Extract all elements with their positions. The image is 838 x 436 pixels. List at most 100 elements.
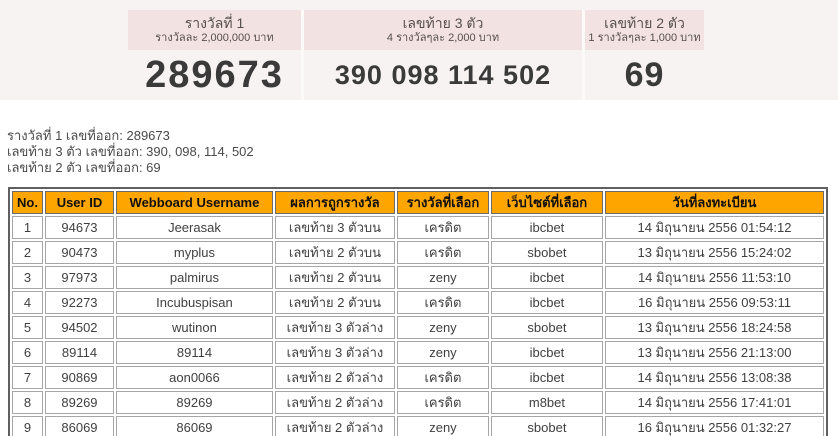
table-cell: 89269 [44,391,114,414]
table-cell: 90869 [44,366,114,389]
table-cell: เลขท้าย 2 ตัวล่าง [274,416,395,436]
column-header-website-chosen: เว็บไซต์ที่เลือก [490,191,603,214]
table-cell: ibcbet [490,216,603,239]
prize-title: เลขท้าย 2 ตัว [604,15,685,31]
table-row: 8 89269 89269 เลขท้าย 2 ตัวล่าง เครดิต m8bet 1… [12,391,824,414]
prize-amount: 1 รางวัลๆละ 1,000 บาท [588,32,701,44]
prize-amount: รางวัลละ 2,000,000 บาท [155,32,274,44]
table-row: 3 97973 palmirus เลขท้าย 2 ตัวบน zeny ibcbet 1… [12,266,824,289]
prize-number-two-digit: 69 [624,55,665,94]
table-cell: 89269 [115,391,273,414]
table-cell: 13 มิถุนายน 2556 15:24:02 [604,241,824,264]
table-cell: 89114 [44,341,114,364]
table-cell: Jeerasak [115,216,273,239]
table-cell: 89114 [115,341,273,364]
table-cell: 9 [12,416,43,436]
table-cell: 8 [12,391,43,414]
table-cell: ibcbet [490,266,603,289]
table-cell: 4 [12,291,43,314]
table-cell: 14 มิถุนายน 2556 17:41:01 [604,391,824,414]
table-cell: 92273 [44,291,114,314]
drawn-numbers-summary: รางวัลที่ 1 เลขที่ออก: 289673 เลขท้าย 3 … [7,128,838,176]
prize-number-three-digit: 390 098 114 502 [334,59,552,90]
table-cell: 5 [12,316,43,339]
drawn-number-line-two-digit: เลขท้าย 2 ตัว เลขที่ออก: 69 [7,160,161,175]
table-cell: myplus [115,241,273,264]
table-cell: 86069 [44,416,114,436]
column-header-webboard-username: Webboard Username [115,191,273,214]
table-cell: เลขท้าย 2 ตัวบน [274,241,395,264]
table-cell: 86069 [115,416,273,436]
table-cell: 16 มิถุนายน 2556 01:32:27 [604,416,824,436]
prize-summary-band: รางวัลที่ 1 รางวัลละ 2,000,000 บาท 28967… [0,0,838,100]
prize-number-first: 289673 [145,53,284,96]
table-cell: ibcbet [490,366,603,389]
table-cell: 1 [12,216,43,239]
table-cell: เครดิต [396,216,489,239]
table-cell: 94673 [44,216,114,239]
table-cell: 6 [12,341,43,364]
prize-box-three-digit: เลขท้าย 3 ตัว 4 รางวัลๆละ 2,000 บาท [304,10,582,50]
prize-column-two-digit: เลขท้าย 2 ตัว 1 รางวัลๆละ 1,000 บาท 69 [582,10,704,100]
column-header-prize-chosen: รางวัลที่เลือก [396,191,489,214]
table-cell: 7 [12,366,43,389]
prize-title: เลขท้าย 3 ตัว [402,15,484,31]
table-cell: zeny [396,316,489,339]
prize-box-two-digit: เลขท้าย 2 ตัว 1 รางวัลๆละ 1,000 บาท [585,10,704,50]
table-cell: 14 มิถุนายน 2556 01:54:12 [604,216,824,239]
prize-title: รางวัลที่ 1 [184,15,245,31]
column-header-prize-result: ผลการถูกรางวัล [274,191,395,214]
prize-amount: 4 รางวัลๆละ 2,000 บาท [386,32,500,44]
table-cell: zeny [396,416,489,436]
table-cell: เลขท้าย 2 ตัวบน [274,266,395,289]
table-cell: เลขท้าย 2 ตัวบน [274,291,395,314]
table-cell: 97973 [44,266,114,289]
table-cell: เครดิต [396,366,489,389]
table-cell: เครดิต [396,391,489,414]
prize-columns: รางวัลที่ 1 รางวัลละ 2,000,000 บาท 28967… [128,10,704,100]
table-row: 1 94673 Jeerasak เลขท้าย 3 ตัวบน เครดิต ibcbe… [12,216,824,239]
column-header-registration-date: วันที่ลงทะเบียน [604,191,824,214]
table-cell: 94502 [44,316,114,339]
table-cell: เครดิต [396,241,489,264]
drawn-number-line-first-prize: รางวัลที่ 1 เลขที่ออก: 289673 [7,128,170,143]
table-cell: zeny [396,341,489,364]
table-cell: 2 [12,241,43,264]
table-cell: เลขท้าย 3 ตัวบน [274,216,395,239]
table-cell: เลขท้าย 3 ตัวล่าง [274,341,395,364]
results-table-body: 1 94673 Jeerasak เลขท้าย 3 ตัวบน เครดิต ibcbe… [12,216,824,436]
table-row: 5 94502 wutinon เลขท้าย 3 ตัวล่าง zeny sbobet… [12,316,824,339]
column-header-no: No. [12,191,43,214]
results-table: No. User ID Webboard Username ผลการถูกรา… [8,187,828,436]
table-cell: palmirus [115,266,273,289]
prize-column-three-digit: เลขท้าย 3 ตัว 4 รางวัลๆละ 2,000 บาท 390 … [301,10,582,100]
table-row: 2 90473 myplus เลขท้าย 2 ตัวบน เครดิต sbobet 1… [12,241,824,264]
table-cell: 13 มิถุนายน 2556 21:13:00 [604,341,824,364]
table-cell: 13 มิถุนายน 2556 18:24:58 [604,316,824,339]
table-cell: เครดิต [396,291,489,314]
table-cell: wutinon [115,316,273,339]
table-row: 7 90869 aon0066 เลขท้าย 2 ตัวล่าง เครดิต ibcb… [12,366,824,389]
table-row: 4 92273 Incubuspisan เลขท้าย 2 ตัวบน เครดิต i… [12,291,824,314]
table-cell: เลขท้าย 2 ตัวล่าง [274,366,395,389]
table-cell: เลขท้าย 3 ตัวล่าง [274,316,395,339]
table-cell: zeny [396,266,489,289]
table-cell: sbobet [490,241,603,264]
table-row: 9 86069 86069 เลขท้าย 2 ตัวล่าง zeny sbobet 16… [12,416,824,436]
column-header-user-id: User ID [44,191,114,214]
table-cell: sbobet [490,416,603,436]
prize-column-first: รางวัลที่ 1 รางวัลละ 2,000,000 บาท 28967… [128,10,301,100]
table-cell: ibcbet [490,291,603,314]
table-cell: 3 [12,266,43,289]
table-cell: aon0066 [115,366,273,389]
drawn-number-line-three-digit: เลขท้าย 3 ตัว เลขที่ออก: 390, 098, 114, … [7,144,254,159]
table-cell: Incubuspisan [115,291,273,314]
table-cell: 90473 [44,241,114,264]
table-header-row: No. User ID Webboard Username ผลการถูกรา… [12,191,824,214]
table-row: 6 89114 89114 เลขท้าย 3 ตัวล่าง zeny ibcbet 13… [12,341,824,364]
table-cell: sbobet [490,316,603,339]
table-cell: m8bet [490,391,603,414]
prize-box-first: รางวัลที่ 1 รางวัลละ 2,000,000 บาท [128,10,301,50]
table-cell: ibcbet [490,341,603,364]
table-cell: 16 มิถุนายน 2556 09:53:11 [604,291,824,314]
